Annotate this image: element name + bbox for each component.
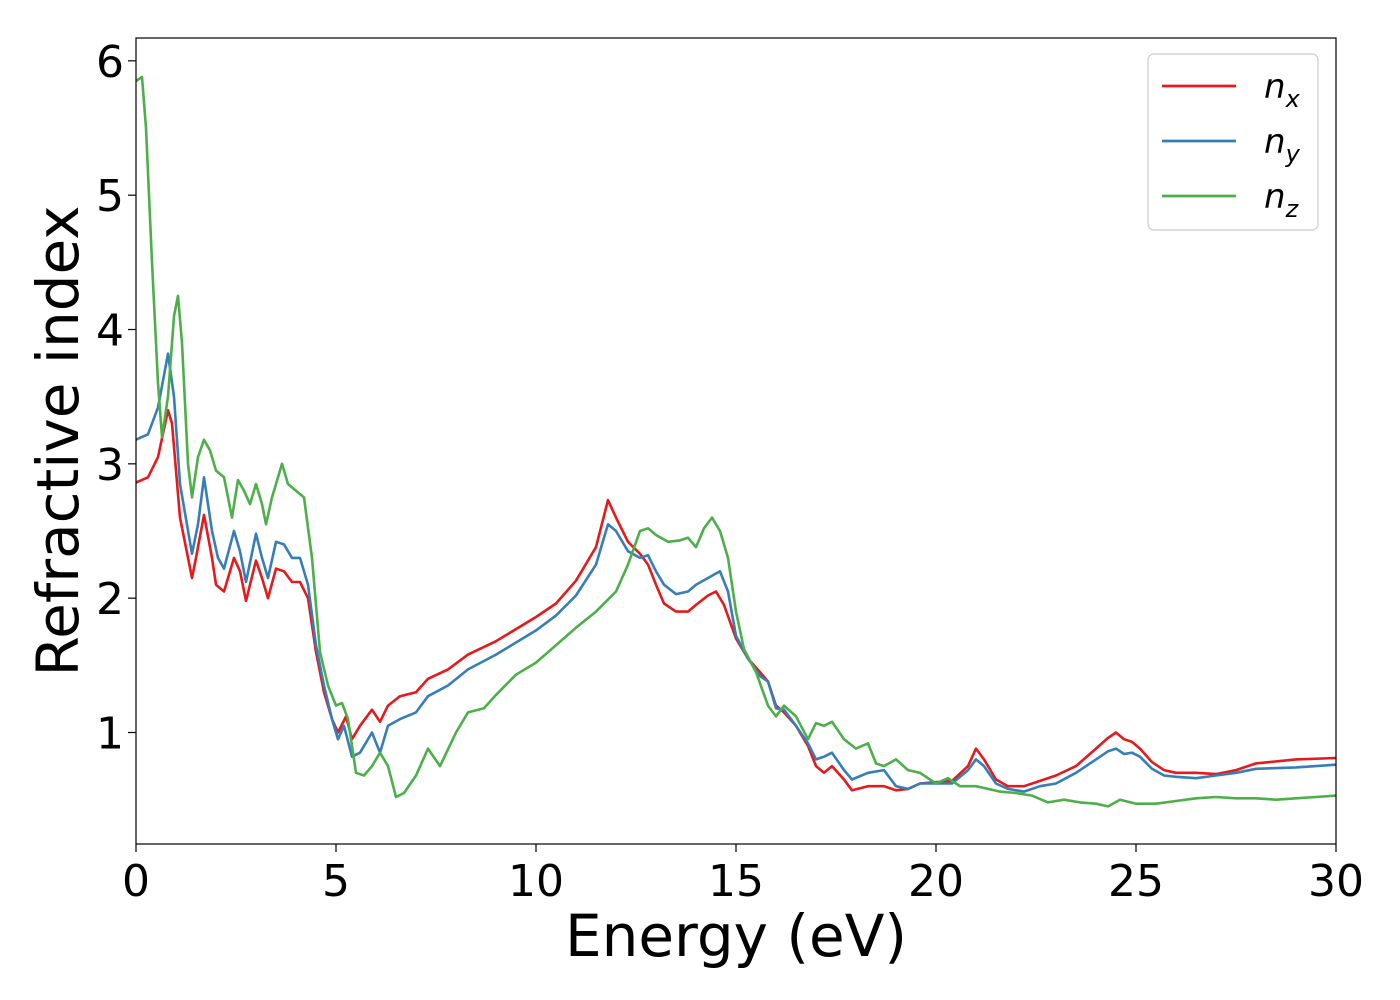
- y-tick-label: 2: [96, 574, 124, 625]
- y-axis: 1 2 3 4 5 6: [96, 37, 136, 760]
- series-line-ny: [136, 352, 1336, 793]
- x-tick-label: 5: [322, 856, 350, 907]
- y-tick-label: 4: [96, 306, 124, 357]
- y-axis-title: Refractive index: [24, 205, 92, 676]
- legend-label-main: n: [1264, 122, 1286, 162]
- x-axis-title: Energy (eV): [565, 902, 907, 970]
- series-line-nz: [136, 75, 1336, 808]
- legend-label-subscript: x: [1285, 85, 1301, 113]
- series-line-nx: [136, 408, 1336, 792]
- legend-label-subscript: z: [1285, 195, 1300, 223]
- y-tick-label: 5: [96, 171, 124, 222]
- y-tick-label: 6: [96, 37, 124, 88]
- legend-label-main: n: [1264, 177, 1286, 217]
- x-axis: 0 5 10 15 20 25 30: [122, 844, 1364, 907]
- x-tick-label: 10: [508, 856, 564, 907]
- y-tick-label: 3: [96, 440, 124, 491]
- x-tick-label: 25: [1108, 856, 1164, 907]
- legend-label-subscript: y: [1285, 140, 1301, 168]
- legend-label-main: n: [1264, 67, 1286, 107]
- x-tick-label: 0: [122, 856, 150, 907]
- series-layer: [136, 75, 1336, 808]
- y-tick-label: 1: [96, 709, 124, 760]
- x-tick-label: 15: [708, 856, 764, 907]
- legend-label-nx: nx: [1264, 67, 1301, 113]
- legend-label-ny: ny: [1264, 122, 1301, 168]
- x-tick-label: 30: [1308, 856, 1364, 907]
- legend-label-nz: nz: [1264, 177, 1300, 223]
- x-tick-label: 20: [908, 856, 964, 907]
